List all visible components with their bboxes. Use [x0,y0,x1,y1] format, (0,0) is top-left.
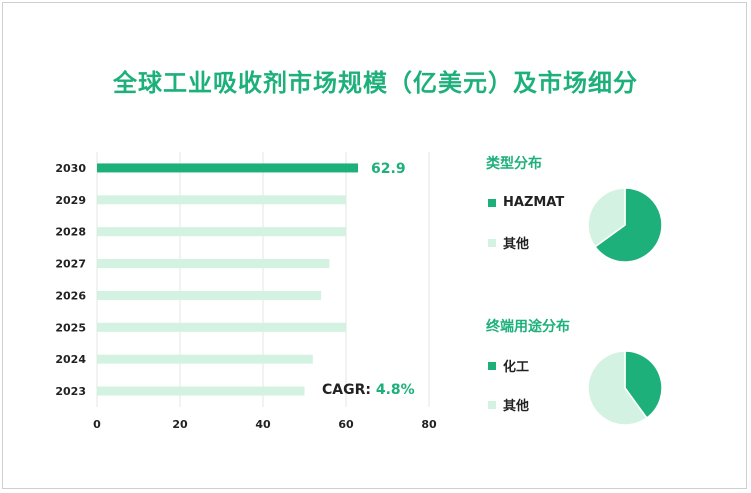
legend-swatch-chemical [488,361,496,370]
chart-frame [2,2,747,489]
y-tick-label: 2027 [55,258,86,271]
bar-2027 [97,259,330,269]
data-label-2030: 62.9 [371,161,406,177]
x-tick-label: 60 [338,418,354,431]
legend-label-other-use: 其他 [503,399,530,414]
legend-label-other-type: 其他 [503,237,530,252]
legend-label-chemical: 化工 [503,360,530,375]
pie-slice-1 [587,187,626,248]
legend-other-type: 其他 [488,233,529,252]
cagr-label: CAGR: [322,382,371,398]
type-pie-chart [587,187,663,263]
x-tick-label: 20 [172,418,188,431]
legend-hazmat: HAZMAT [488,195,564,210]
pie-slice-1 [587,350,648,426]
bar-2025 [97,322,346,332]
end-use-pie-chart [587,350,663,426]
bar-2030 [97,163,359,173]
legend-swatch-other-type [488,238,496,247]
legend-other-use: 其他 [488,395,529,414]
x-tick-label: 40 [255,418,271,431]
cagr-value: 4.8% [375,382,415,398]
y-tick-label: 2028 [55,226,86,239]
bar-2028 [97,227,346,237]
end-use-distribution-title: 终端用途分布 [486,319,570,335]
type-distribution-title: 类型分布 [486,156,542,172]
legend-label-hazmat: HAZMAT [503,195,565,210]
x-tick-label: 80 [421,418,437,431]
pie-slice-0 [624,350,663,419]
y-tick-label: 2023 [55,385,86,398]
legend-chemical: 化工 [488,356,529,375]
chart-title: 全球工业吸收剂市场规模（亿美元）及市场细分 [113,69,638,97]
y-tick-label: 2024 [55,353,86,366]
pie-slice-0 [594,187,663,263]
legend-swatch-other-use [488,400,496,409]
y-tick-label: 2029 [55,194,86,207]
bar-2029 [97,195,346,205]
bar-2023 [97,386,305,396]
y-tick-label: 2026 [55,289,86,302]
legend-swatch-hazmat [488,198,496,207]
bar-2026 [97,290,322,300]
cagr-annotation: CAGR: 4.8% [322,382,415,398]
y-tick-label: 2030 [55,162,86,175]
bar-2024 [97,354,313,364]
x-tick-label: 0 [93,418,101,431]
y-tick-label: 2025 [55,321,86,334]
